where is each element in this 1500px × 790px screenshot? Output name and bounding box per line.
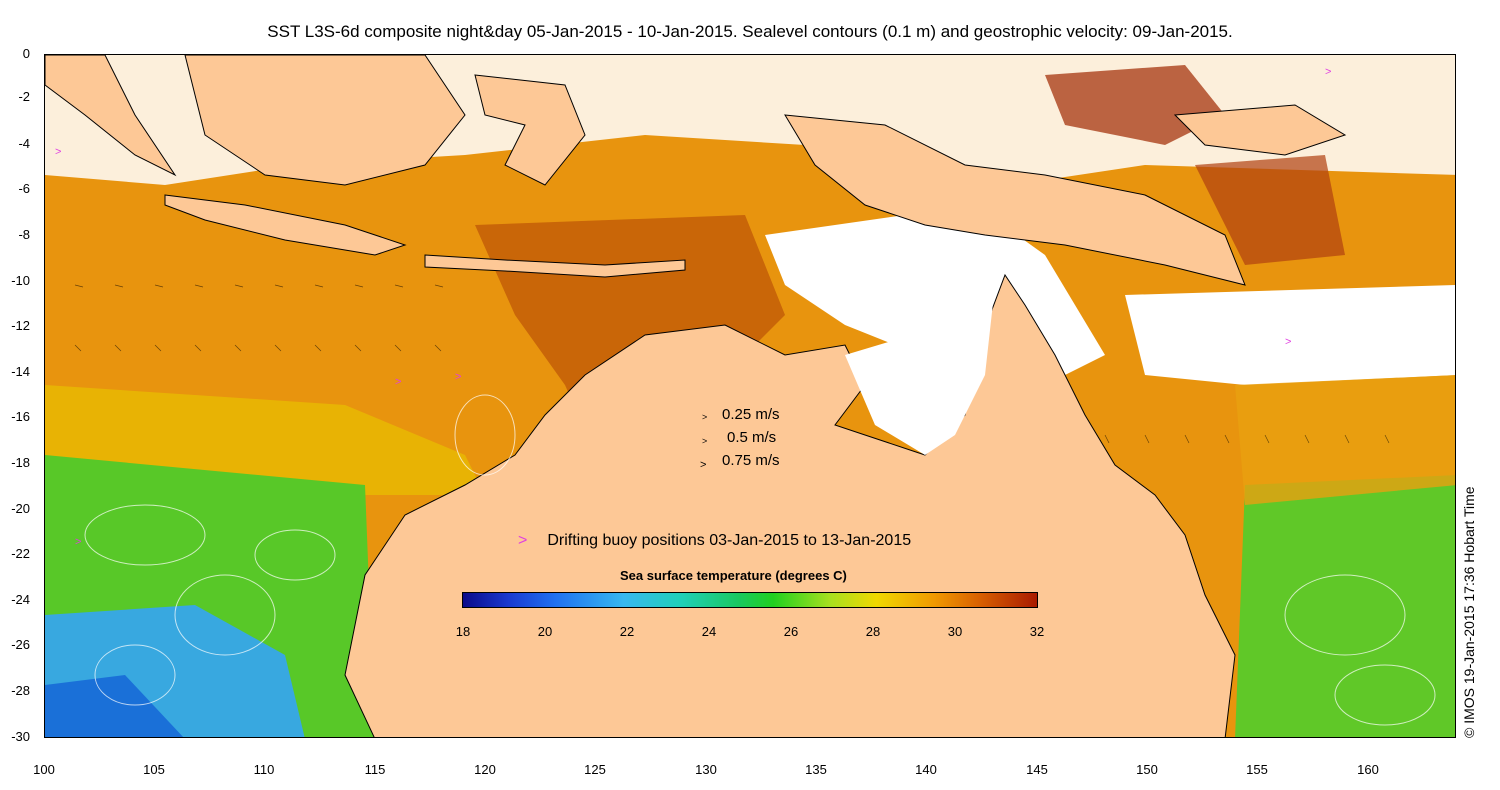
x-tick: 115 — [364, 762, 386, 777]
velocity-legend-label: 0.25 m/s — [722, 406, 780, 423]
cool-field-southwest-deep — [45, 675, 184, 737]
lesser-sunda-landmass — [424, 254, 686, 278]
x-tick: 125 — [584, 762, 606, 777]
svg-text:>: > — [55, 146, 61, 158]
x-tick: 140 — [915, 762, 937, 777]
sulawesi-landmass — [474, 74, 586, 186]
java-landmass — [164, 194, 407, 256]
sumatra-landmass — [45, 55, 177, 177]
colorbar — [462, 592, 1038, 608]
australia-landmass — [344, 273, 1236, 737]
borneo-landmass — [184, 55, 466, 186]
y-tick: 0 — [22, 46, 30, 61]
colorbar-tick: 20 — [537, 624, 553, 639]
svg-text:>: > — [455, 371, 461, 383]
colorbar-tick: 22 — [619, 624, 635, 639]
x-tick: 155 — [1246, 762, 1268, 777]
svg-text:>: > — [1285, 336, 1291, 348]
sst-map-canvas: > > > > > > — [45, 55, 1455, 737]
x-tick: 150 — [1136, 762, 1158, 777]
x-tick: 100 — [33, 762, 55, 777]
x-tick: 105 — [143, 762, 165, 777]
svg-text:>: > — [75, 536, 81, 548]
y-tick: -28 — [11, 683, 30, 698]
y-tick: -30 — [11, 729, 30, 744]
buoy-legend-label: Drifting buoy positions 03-Jan-2015 to 1… — [547, 532, 912, 549]
velocity-arrow-icon: > — [702, 412, 708, 422]
x-tick: 135 — [805, 762, 827, 777]
y-tick: -14 — [11, 364, 30, 379]
x-tick: 160 — [1357, 762, 1379, 777]
velocity-arrow-icon: > — [700, 459, 707, 471]
colorbar-title: Sea surface temperature (degrees C) — [620, 568, 847, 583]
y-tick: -12 — [11, 318, 30, 333]
buoy-markers: > > > > > > — [55, 66, 1331, 548]
y-tick: -20 — [11, 501, 30, 516]
y-tick: -18 — [11, 455, 30, 470]
svg-text:>: > — [1325, 66, 1331, 78]
warm-field-east — [1235, 375, 1455, 505]
colorbar-tick: 28 — [865, 624, 881, 639]
colorbar-tick: 26 — [783, 624, 799, 639]
y-tick: -22 — [11, 546, 30, 561]
y-tick: -8 — [18, 227, 30, 242]
velocity-legend-label: 0.75 m/s — [722, 452, 780, 469]
credit-text: © IMOS 19-Jan-2015 17:36 Hobart Time — [1461, 486, 1477, 738]
cloud-mask-coral — [1125, 285, 1455, 385]
y-tick: -24 — [11, 592, 30, 607]
y-tick: -16 — [11, 409, 30, 424]
y-tick: -4 — [18, 136, 30, 151]
new-britain-landmass — [1173, 104, 1347, 156]
velocity-vectors — [74, 284, 1390, 444]
hot-patch-solomon — [1195, 155, 1345, 265]
velocity-legend-label: 0.5 m/s — [727, 429, 777, 446]
colorbar-tick: 30 — [947, 624, 963, 639]
hot-patch-north — [1045, 65, 1225, 145]
x-tick: 130 — [695, 762, 717, 777]
map-title: SST L3S-6d composite night&day 05-Jan-20… — [267, 22, 1233, 41]
colorbar-tick: 32 — [1029, 624, 1045, 639]
y-tick: -6 — [18, 181, 30, 196]
velocity-arrow-icon: > — [702, 436, 708, 446]
x-tick: 145 — [1026, 762, 1048, 777]
cloud-mask-cape-york — [845, 285, 995, 455]
y-tick: -26 — [11, 637, 30, 652]
new-guinea-landmass — [784, 114, 1246, 286]
y-tick: -2 — [18, 89, 30, 104]
x-tick: 120 — [474, 762, 496, 777]
y-tick: -10 — [11, 273, 30, 288]
colorbar-tick: 24 — [701, 624, 717, 639]
svg-text:>: > — [395, 376, 401, 388]
buoy-marker-icon: > — [518, 532, 528, 549]
sealevel-contours — [84, 394, 1436, 726]
colorbar-tick: 18 — [455, 624, 471, 639]
green-field-east — [1235, 475, 1455, 737]
x-tick: 110 — [253, 762, 275, 777]
buoy-legend: > Drifting buoy positions 03-Jan-2015 to … — [518, 532, 911, 550]
sst-map: > > > > > > — [44, 54, 1456, 738]
